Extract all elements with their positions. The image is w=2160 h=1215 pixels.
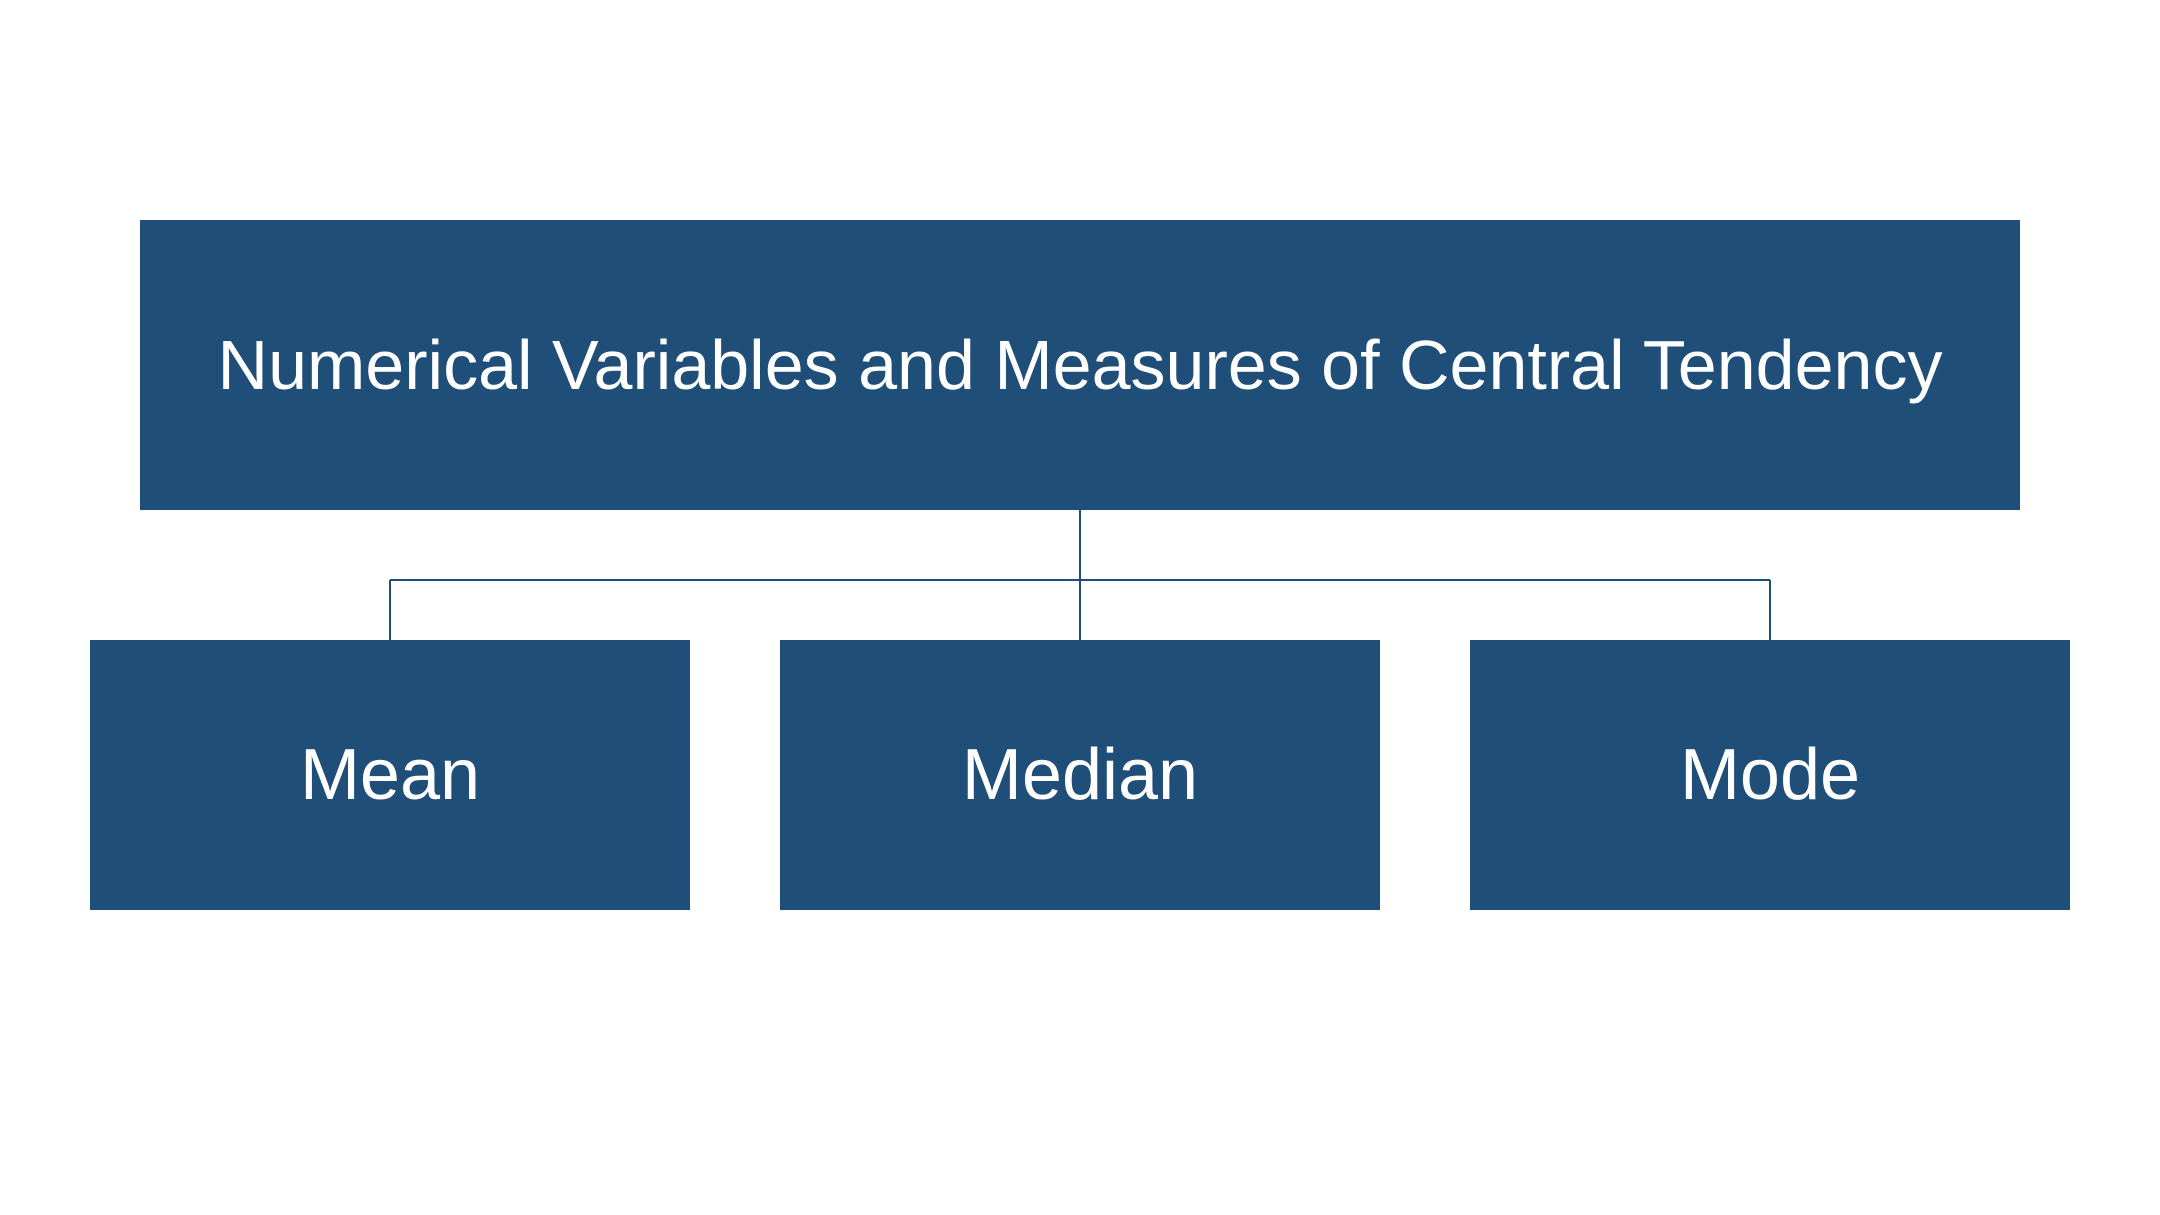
connector-lines xyxy=(0,0,2160,1215)
